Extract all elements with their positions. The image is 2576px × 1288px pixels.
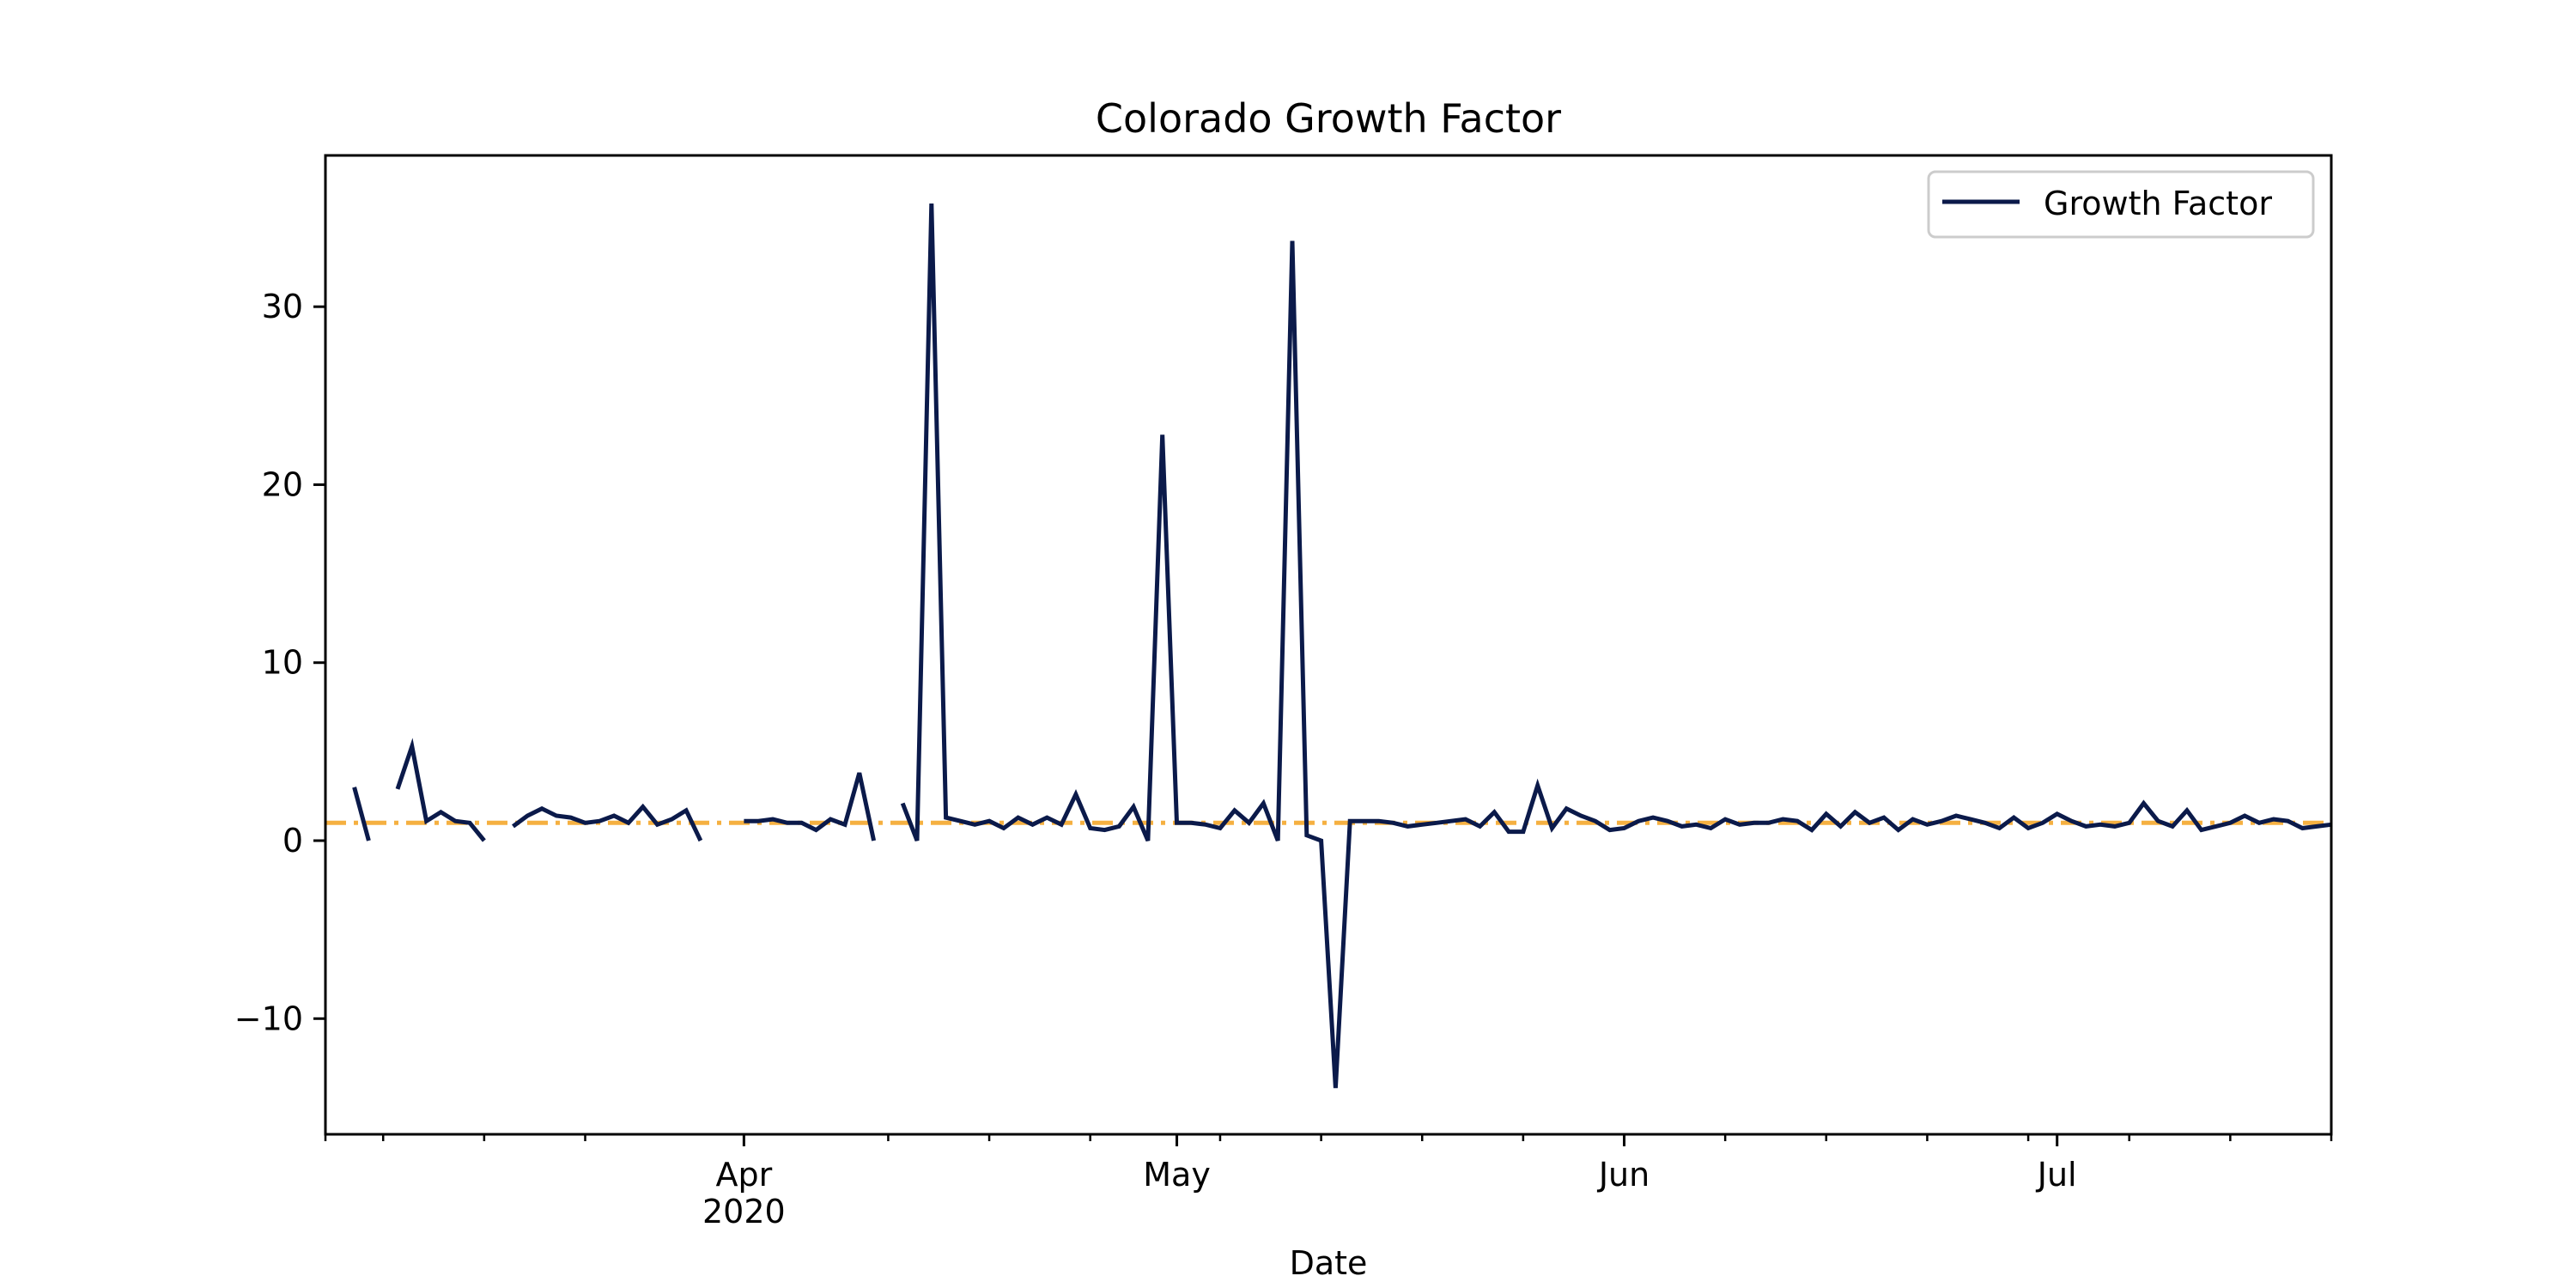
- x-tick-label: May: [1143, 1156, 1211, 1194]
- y-tick-label: 30: [262, 288, 303, 325]
- legend: Growth Factor: [1927, 170, 2315, 239]
- y-tick-label: 0: [283, 822, 303, 860]
- series-line-segment: [900, 203, 2332, 1089]
- axes-frame: [324, 154, 2333, 1136]
- x-tick-label: Jun: [1597, 1156, 1649, 1194]
- legend-box: [1927, 170, 2315, 239]
- series-line-segment: [395, 738, 486, 842]
- y-tick-label: 20: [262, 465, 303, 503]
- y-tick-label: −10: [234, 999, 303, 1037]
- x-tick-label: Apr: [715, 1156, 772, 1194]
- x-axis-label: Date: [1290, 1244, 1368, 1282]
- series-line-segment: [744, 772, 877, 841]
- series-line-segment: [352, 787, 371, 841]
- y-tick-label: 10: [262, 644, 303, 682]
- legend-label-growth-factor: Growth Factor: [2044, 185, 2272, 222]
- x-tick-sublabel: 2020: [702, 1193, 786, 1230]
- x-tick-label: Jul: [2036, 1156, 2077, 1194]
- series-line-segment: [512, 803, 703, 842]
- chart-title: Colorado Growth Factor: [1096, 95, 1561, 142]
- series-group: [352, 203, 2332, 1089]
